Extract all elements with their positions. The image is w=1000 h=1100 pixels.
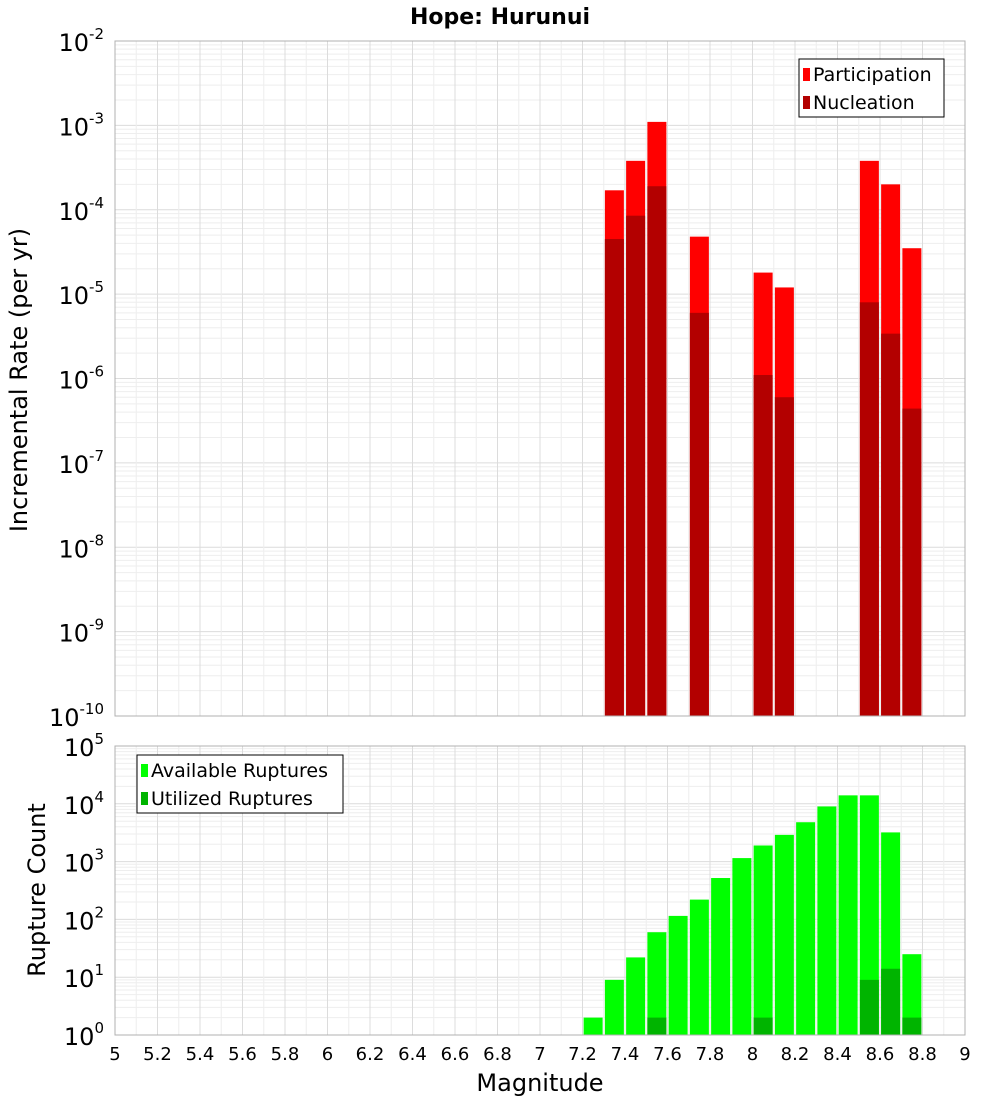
rate-bar-secondary bbox=[626, 215, 646, 717]
x-tick-label: 6 bbox=[322, 1044, 333, 1065]
rate-bar-secondary bbox=[859, 302, 879, 716]
x-tick-label: 8 bbox=[747, 1044, 758, 1065]
y-tick-label: 10-10 bbox=[49, 700, 104, 732]
incremental-rate-panel: 10-10 10-9 10-8 10-7 10-6 10-5 10-4 10-3 10-2 Par… bbox=[49, 25, 966, 732]
x-tick-label: 6.6 bbox=[441, 1044, 470, 1065]
y-tick-label: 10-6 bbox=[58, 363, 104, 395]
count-bar-primary bbox=[859, 795, 879, 1035]
y-tick-label: 101 bbox=[64, 961, 104, 993]
y-tick-label: 102 bbox=[64, 903, 104, 935]
count-bar-primary bbox=[796, 822, 816, 1035]
rate-bar-secondary bbox=[774, 397, 794, 716]
x-tick-label: 8.8 bbox=[908, 1044, 937, 1065]
legend-label: Utilized Ruptures bbox=[151, 788, 313, 810]
count-bar-primary bbox=[583, 1017, 603, 1035]
y-tick-label: 10-9 bbox=[58, 616, 104, 648]
count-bar-primary bbox=[668, 915, 688, 1035]
count-bar-primary bbox=[902, 954, 922, 1035]
x-tick-label: 5.6 bbox=[228, 1044, 257, 1065]
count-bar-secondary bbox=[753, 1017, 773, 1035]
count-bar-primary bbox=[626, 957, 646, 1035]
legend-swatch bbox=[141, 792, 148, 805]
x-tick-label: 7.4 bbox=[611, 1044, 640, 1065]
rate-bar-secondary bbox=[902, 408, 922, 716]
count-bar-primary bbox=[689, 899, 709, 1035]
x-tick-label: 7.2 bbox=[568, 1044, 597, 1065]
count-bar-primary bbox=[817, 806, 837, 1035]
count-bar-primary bbox=[838, 795, 858, 1035]
count-bar-primary bbox=[753, 845, 773, 1035]
x-tick-label: 5.2 bbox=[143, 1044, 172, 1065]
count-bar-primary bbox=[647, 932, 667, 1035]
count-bar-secondary bbox=[902, 1017, 922, 1035]
count-bar-secondary bbox=[647, 1017, 667, 1035]
x-tick-label: 7.6 bbox=[653, 1044, 682, 1065]
chart-title: Hope: Hurunui bbox=[410, 5, 590, 30]
legend-box bbox=[136, 754, 344, 814]
x-tick-label: 7 bbox=[534, 1044, 545, 1065]
rate-bar-secondary bbox=[604, 239, 624, 716]
plot-frame bbox=[114, 40, 966, 717]
legend-label: Participation bbox=[813, 64, 932, 86]
y-tick-label: 104 bbox=[64, 788, 104, 820]
legend-box bbox=[798, 58, 945, 118]
x-tick-label: 6.4 bbox=[398, 1044, 427, 1065]
x-tick-label: 8.4 bbox=[823, 1044, 852, 1065]
x-tick-label: 9 bbox=[959, 1044, 970, 1065]
x-tick-label: 5.8 bbox=[271, 1044, 300, 1065]
y-tick-label: 10-8 bbox=[58, 531, 104, 563]
y-tick-label: 103 bbox=[64, 846, 104, 878]
y-tick-label: 10-4 bbox=[58, 194, 104, 226]
x-tick-label: 5 bbox=[109, 1044, 120, 1065]
y-tick-label: 100 bbox=[64, 1019, 104, 1051]
x-tick-label: 8.2 bbox=[781, 1044, 810, 1065]
x-tick-label: 6.8 bbox=[483, 1044, 512, 1065]
count-bar-primary bbox=[732, 858, 752, 1035]
plot-frame bbox=[114, 745, 966, 1036]
x-tick-label: 7.8 bbox=[696, 1044, 725, 1065]
y-tick-label: 10-2 bbox=[58, 25, 104, 57]
x-axis-label: Magnitude bbox=[476, 1069, 603, 1097]
bottom-y-axis-label: Rupture Count bbox=[23, 803, 51, 977]
rate-bar-secondary bbox=[689, 312, 709, 716]
legend-swatch bbox=[803, 68, 810, 81]
x-tick-label: 6.2 bbox=[356, 1044, 385, 1065]
rate-bar-secondary bbox=[881, 333, 901, 716]
rate-bar-secondary bbox=[753, 375, 773, 716]
y-tick-label: 10-7 bbox=[58, 447, 104, 479]
count-bar-secondary bbox=[881, 968, 901, 1035]
top-y-axis-label: Incremental Rate (per yr) bbox=[5, 228, 33, 532]
x-tick-label: 8.6 bbox=[866, 1044, 895, 1065]
count-bar-secondary bbox=[859, 979, 879, 1035]
y-tick-label: 10-3 bbox=[58, 109, 104, 141]
legend-swatch bbox=[803, 96, 810, 109]
legend-label: Nucleation bbox=[813, 92, 915, 114]
legend-swatch bbox=[141, 764, 148, 777]
count-bar-primary bbox=[711, 878, 731, 1035]
y-tick-label: 105 bbox=[64, 730, 104, 762]
legend-label: Available Ruptures bbox=[151, 760, 328, 782]
count-bar-primary bbox=[604, 979, 624, 1035]
rupture-count-panel: 100 101 102 103 104 105 Available Ruptures Util… bbox=[64, 730, 966, 1051]
x-tick-label: 5.4 bbox=[186, 1044, 215, 1065]
count-bar-primary bbox=[774, 834, 794, 1035]
y-tick-label: 10-5 bbox=[58, 278, 104, 310]
rate-bar-secondary bbox=[647, 186, 667, 716]
